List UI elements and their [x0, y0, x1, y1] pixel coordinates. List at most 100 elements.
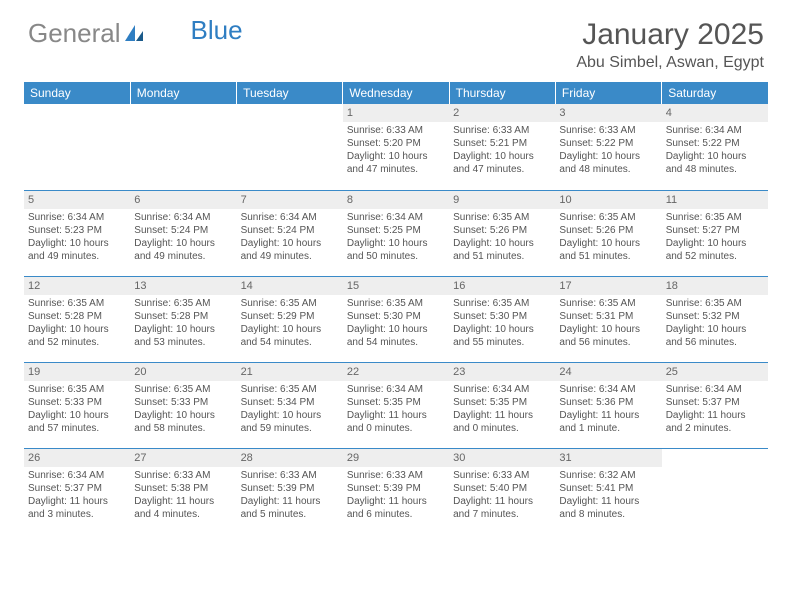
daylight-text: Daylight: 10 hours and 56 minutes. [666, 323, 764, 349]
daylight-text: Daylight: 10 hours and 55 minutes. [453, 323, 551, 349]
logo-sail-icon [123, 23, 145, 45]
sunrise-text: Sunrise: 6:35 AM [453, 297, 551, 310]
sunset-text: Sunset: 5:26 PM [559, 224, 657, 237]
daylight-text: Daylight: 11 hours and 2 minutes. [666, 409, 764, 435]
sunrise-text: Sunrise: 6:34 AM [28, 469, 126, 482]
day-number: 6 [130, 191, 236, 209]
daylight-text: Daylight: 10 hours and 47 minutes. [453, 150, 551, 176]
calendar-cell: 30Sunrise: 6:33 AMSunset: 5:40 PMDayligh… [449, 448, 555, 534]
sunset-text: Sunset: 5:28 PM [28, 310, 126, 323]
daylight-text: Daylight: 11 hours and 0 minutes. [453, 409, 551, 435]
sunset-text: Sunset: 5:29 PM [241, 310, 339, 323]
sunset-text: Sunset: 5:28 PM [134, 310, 232, 323]
sunset-text: Sunset: 5:32 PM [666, 310, 764, 323]
day-number: 11 [662, 191, 768, 209]
sunset-text: Sunset: 5:22 PM [559, 137, 657, 150]
calendar-cell: 11Sunrise: 6:35 AMSunset: 5:27 PMDayligh… [662, 190, 768, 276]
daylight-text: Daylight: 10 hours and 58 minutes. [134, 409, 232, 435]
day-number: 21 [237, 363, 343, 381]
day-number: 30 [449, 449, 555, 467]
sunrise-text: Sunrise: 6:35 AM [666, 211, 764, 224]
daylight-text: Daylight: 10 hours and 53 minutes. [134, 323, 232, 349]
calendar-table: Sunday Monday Tuesday Wednesday Thursday… [24, 82, 768, 534]
sunrise-text: Sunrise: 6:33 AM [453, 124, 551, 137]
weekday-mon: Monday [130, 82, 236, 104]
day-number: 23 [449, 363, 555, 381]
daylight-text: Daylight: 10 hours and 54 minutes. [241, 323, 339, 349]
day-number: 26 [24, 449, 130, 467]
weekday-header-row: Sunday Monday Tuesday Wednesday Thursday… [24, 82, 768, 104]
day-number: 29 [343, 449, 449, 467]
sunrise-text: Sunrise: 6:33 AM [453, 469, 551, 482]
sunset-text: Sunset: 5:30 PM [347, 310, 445, 323]
calendar-cell: 5Sunrise: 6:34 AMSunset: 5:23 PMDaylight… [24, 190, 130, 276]
sunrise-text: Sunrise: 6:34 AM [666, 124, 764, 137]
sunrise-text: Sunrise: 6:35 AM [559, 211, 657, 224]
logo: General Blue [28, 18, 243, 49]
weekday-wed: Wednesday [343, 82, 449, 104]
sunset-text: Sunset: 5:35 PM [347, 396, 445, 409]
day-number: 19 [24, 363, 130, 381]
sunset-text: Sunset: 5:24 PM [134, 224, 232, 237]
calendar-cell [662, 448, 768, 534]
calendar-cell: 17Sunrise: 6:35 AMSunset: 5:31 PMDayligh… [555, 276, 661, 362]
daylight-text: Daylight: 10 hours and 48 minutes. [559, 150, 657, 176]
sunrise-text: Sunrise: 6:35 AM [666, 297, 764, 310]
sunrise-text: Sunrise: 6:32 AM [559, 469, 657, 482]
sunrise-text: Sunrise: 6:34 AM [559, 383, 657, 396]
sunrise-text: Sunrise: 6:33 AM [241, 469, 339, 482]
calendar-cell: 3Sunrise: 6:33 AMSunset: 5:22 PMDaylight… [555, 104, 661, 190]
daylight-text: Daylight: 10 hours and 51 minutes. [453, 237, 551, 263]
calendar-cell: 19Sunrise: 6:35 AMSunset: 5:33 PMDayligh… [24, 362, 130, 448]
calendar-cell: 21Sunrise: 6:35 AMSunset: 5:34 PMDayligh… [237, 362, 343, 448]
sunrise-text: Sunrise: 6:34 AM [28, 211, 126, 224]
daylight-text: Daylight: 10 hours and 49 minutes. [134, 237, 232, 263]
month-title: January 2025 [576, 18, 764, 52]
sunset-text: Sunset: 5:39 PM [347, 482, 445, 495]
day-number: 7 [237, 191, 343, 209]
calendar-cell [130, 104, 236, 190]
calendar-cell: 13Sunrise: 6:35 AMSunset: 5:28 PMDayligh… [130, 276, 236, 362]
calendar-cell: 28Sunrise: 6:33 AMSunset: 5:39 PMDayligh… [237, 448, 343, 534]
day-number: 8 [343, 191, 449, 209]
daylight-text: Daylight: 10 hours and 54 minutes. [347, 323, 445, 349]
calendar-cell: 29Sunrise: 6:33 AMSunset: 5:39 PMDayligh… [343, 448, 449, 534]
sunrise-text: Sunrise: 6:35 AM [559, 297, 657, 310]
day-number: 27 [130, 449, 236, 467]
sunset-text: Sunset: 5:27 PM [666, 224, 764, 237]
sunset-text: Sunset: 5:34 PM [241, 396, 339, 409]
daylight-text: Daylight: 10 hours and 49 minutes. [241, 237, 339, 263]
weekday-sat: Saturday [662, 82, 768, 104]
daylight-text: Daylight: 10 hours and 52 minutes. [28, 323, 126, 349]
sunset-text: Sunset: 5:26 PM [453, 224, 551, 237]
sunrise-text: Sunrise: 6:35 AM [28, 297, 126, 310]
sunrise-text: Sunrise: 6:35 AM [347, 297, 445, 310]
daylight-text: Daylight: 10 hours and 48 minutes. [666, 150, 764, 176]
daylight-text: Daylight: 10 hours and 50 minutes. [347, 237, 445, 263]
calendar-week-row: 12Sunrise: 6:35 AMSunset: 5:28 PMDayligh… [24, 276, 768, 362]
calendar-week-row: 19Sunrise: 6:35 AMSunset: 5:33 PMDayligh… [24, 362, 768, 448]
sunset-text: Sunset: 5:22 PM [666, 137, 764, 150]
daylight-text: Daylight: 10 hours and 56 minutes. [559, 323, 657, 349]
calendar-cell: 25Sunrise: 6:34 AMSunset: 5:37 PMDayligh… [662, 362, 768, 448]
calendar-cell: 8Sunrise: 6:34 AMSunset: 5:25 PMDaylight… [343, 190, 449, 276]
sunrise-text: Sunrise: 6:35 AM [241, 297, 339, 310]
sunset-text: Sunset: 5:33 PM [28, 396, 126, 409]
weekday-thu: Thursday [449, 82, 555, 104]
sunset-text: Sunset: 5:23 PM [28, 224, 126, 237]
sunset-text: Sunset: 5:41 PM [559, 482, 657, 495]
sunrise-text: Sunrise: 6:34 AM [241, 211, 339, 224]
daylight-text: Daylight: 10 hours and 51 minutes. [559, 237, 657, 263]
daylight-text: Daylight: 10 hours and 57 minutes. [28, 409, 126, 435]
sunset-text: Sunset: 5:39 PM [241, 482, 339, 495]
calendar-week-row: 1Sunrise: 6:33 AMSunset: 5:20 PMDaylight… [24, 104, 768, 190]
day-number: 17 [555, 277, 661, 295]
calendar-cell: 27Sunrise: 6:33 AMSunset: 5:38 PMDayligh… [130, 448, 236, 534]
sunset-text: Sunset: 5:40 PM [453, 482, 551, 495]
sunrise-text: Sunrise: 6:34 AM [347, 383, 445, 396]
day-number: 18 [662, 277, 768, 295]
daylight-text: Daylight: 10 hours and 59 minutes. [241, 409, 339, 435]
day-number: 31 [555, 449, 661, 467]
header: General Blue January 2025 Abu Simbel, As… [0, 0, 792, 76]
sunrise-text: Sunrise: 6:33 AM [134, 469, 232, 482]
